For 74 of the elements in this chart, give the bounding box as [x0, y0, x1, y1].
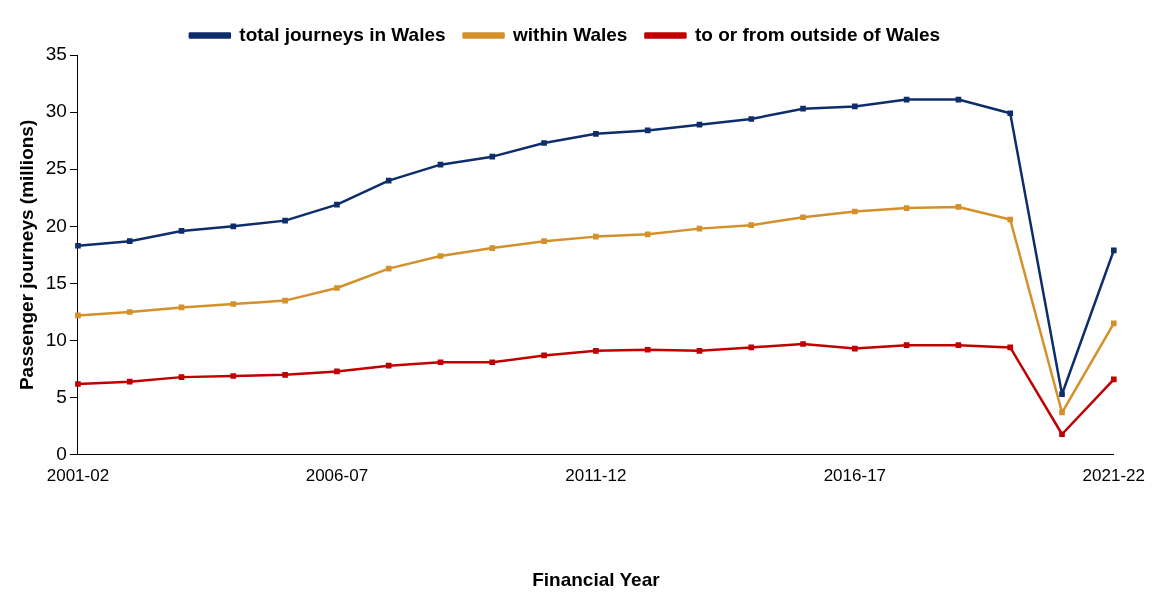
point — [489, 245, 496, 251]
point — [385, 265, 392, 272]
point — [282, 217, 288, 224]
point — [800, 341, 806, 347]
point — [748, 222, 755, 229]
point — [385, 177, 392, 184]
point — [541, 352, 547, 359]
point — [1059, 431, 1065, 438]
y-tick-label: 5 — [56, 385, 67, 407]
point — [1007, 110, 1014, 117]
point — [230, 301, 237, 307]
point — [230, 223, 237, 230]
point — [1007, 216, 1014, 223]
point — [800, 105, 806, 112]
point — [178, 228, 185, 234]
point — [800, 214, 806, 221]
point — [852, 345, 858, 352]
x-tick-label: 2016-17 — [823, 465, 887, 485]
point — [126, 238, 133, 245]
y-tick-label: 10 — [45, 328, 67, 350]
y-tick-label: 15 — [45, 271, 67, 293]
point — [1059, 409, 1065, 416]
point — [75, 312, 81, 319]
y-tick-label: 0 — [56, 443, 67, 465]
point — [955, 342, 962, 348]
point — [1110, 320, 1117, 327]
legend-label: total journeys in Wales — [239, 23, 446, 45]
point — [593, 130, 599, 137]
point — [644, 346, 651, 353]
legend-label: within Wales — [512, 23, 628, 45]
point — [334, 285, 340, 291]
point — [334, 368, 340, 375]
point — [593, 233, 599, 240]
y-tick-label: 20 — [45, 214, 67, 236]
point — [696, 348, 703, 354]
point — [903, 205, 910, 211]
point — [437, 253, 444, 259]
x-axis-title: Financial Year — [532, 568, 661, 590]
point — [1110, 247, 1117, 254]
point — [852, 208, 858, 215]
point — [748, 344, 755, 351]
point — [489, 359, 496, 366]
y-tick-label: 25 — [45, 157, 67, 179]
point — [178, 374, 185, 380]
point — [1059, 391, 1065, 398]
point — [1110, 376, 1117, 383]
x-tick-label: 2001-02 — [46, 465, 110, 485]
point — [126, 378, 133, 385]
point — [75, 381, 81, 387]
legend-label: to or from outside of Wales — [694, 23, 941, 45]
y-axis-title: Passenger journeys (millions) — [15, 119, 37, 391]
point — [385, 362, 392, 369]
point — [75, 242, 81, 249]
point — [334, 201, 340, 208]
point — [282, 372, 288, 378]
point — [541, 140, 547, 146]
point — [489, 153, 496, 160]
x-tick-label: 2011-12 — [565, 465, 627, 485]
y-tick-label: 30 — [45, 100, 67, 122]
point — [593, 348, 599, 354]
point — [955, 204, 962, 210]
point — [282, 297, 288, 304]
y-tick-label: 35 — [45, 43, 67, 65]
point — [541, 238, 547, 245]
point — [126, 309, 133, 315]
point — [748, 116, 755, 122]
point — [696, 121, 703, 128]
point — [437, 359, 444, 366]
x-tick-label: 2006-07 — [305, 465, 369, 485]
point — [852, 103, 858, 110]
point — [230, 373, 237, 379]
point — [1007, 344, 1014, 351]
x-tick-label: 2021-22 — [1082, 465, 1145, 485]
point — [903, 342, 910, 348]
